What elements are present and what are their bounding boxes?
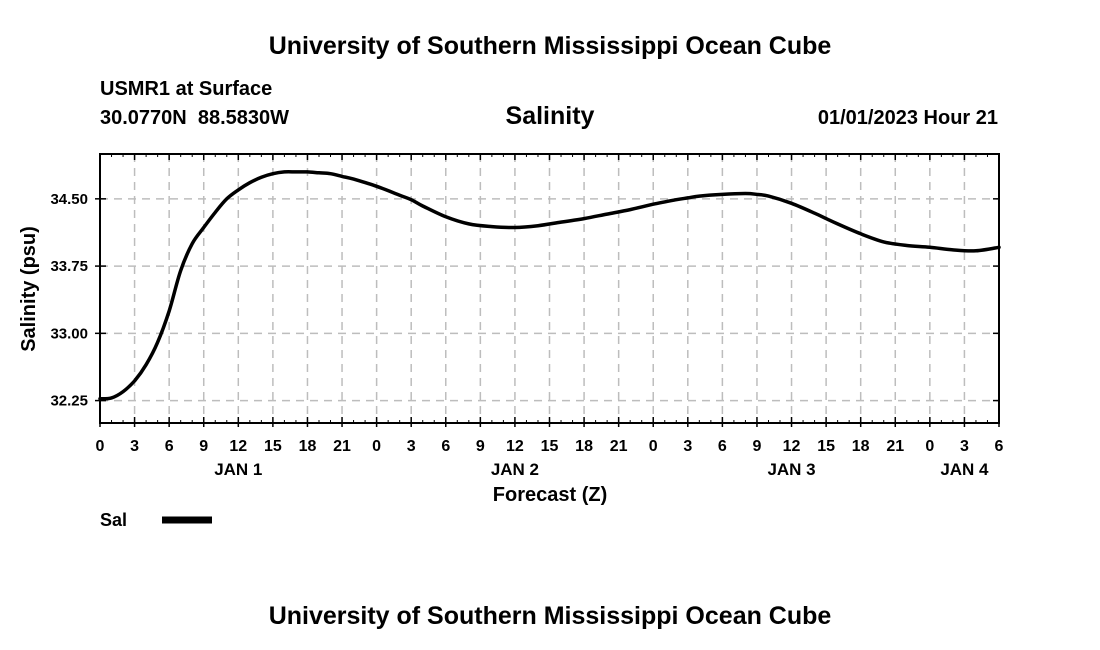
date-label: JAN 4 xyxy=(940,460,989,479)
x-tick-label: 9 xyxy=(753,438,762,455)
date-label: JAN 3 xyxy=(767,460,815,479)
x-axis-label: Forecast (Z) xyxy=(493,484,607,506)
chart-title: Salinity xyxy=(506,102,595,130)
footer-title: University of Southern Mississippi Ocean… xyxy=(269,602,832,630)
y-tick-label: 33.00 xyxy=(50,325,88,342)
x-tick-label: 0 xyxy=(649,438,658,455)
series-line-sal xyxy=(98,170,1001,401)
x-tick-label: 18 xyxy=(299,438,317,455)
x-tick-label: 6 xyxy=(165,438,174,455)
x-tick-label: 12 xyxy=(783,438,801,455)
y-axis-label: Salinity (psu) xyxy=(18,226,40,352)
x-tick-label: 6 xyxy=(995,438,1004,455)
x-tick-label: 21 xyxy=(886,438,904,455)
y-tick-label: 34.50 xyxy=(50,191,88,208)
x-tick-label: 3 xyxy=(683,438,692,455)
x-tick-label: 21 xyxy=(610,438,628,455)
x-tick-label: 3 xyxy=(130,438,139,455)
x-tick-label: 0 xyxy=(372,438,381,455)
x-tick-label: 9 xyxy=(476,438,485,455)
x-tick-label: 18 xyxy=(575,438,593,455)
forecast-datetime: 01/01/2023 Hour 21 xyxy=(818,107,998,129)
grid-lines xyxy=(100,154,999,423)
x-tick-label: 3 xyxy=(960,438,969,455)
x-tick-label: 6 xyxy=(441,438,450,455)
station-label: USMR1 at Surface xyxy=(100,78,272,100)
date-label: JAN 2 xyxy=(491,460,539,479)
y-tick-label: 33.75 xyxy=(50,258,88,275)
x-tick-label: 9 xyxy=(199,438,208,455)
x-tick-labels: 0 3 6 9 12 15 18 21 0 3 6 9 12 15 18 21 0 3 6 9 12 15 18 21 0 3 6 xyxy=(96,438,1004,455)
date-label: JAN 1 xyxy=(214,460,262,479)
x-tick-label: 3 xyxy=(407,438,416,455)
x-tick-label: 12 xyxy=(229,438,247,455)
x-tick-label: 15 xyxy=(264,438,282,455)
x-tick-label: 6 xyxy=(718,438,727,455)
x-tick-label: 12 xyxy=(506,438,524,455)
x-tick-label: 15 xyxy=(817,438,835,455)
station-coordinates: 30.0770N 88.5830W xyxy=(100,107,289,129)
date-labels: JAN 1 JAN 2 JAN 3 JAN 4 xyxy=(214,460,989,479)
main-title: University of Southern Mississippi Ocean… xyxy=(269,32,832,60)
y-tick-labels: 32.25 33.00 33.75 34.50 xyxy=(50,191,88,410)
series-layer xyxy=(98,170,1001,401)
x-tick-label: 0 xyxy=(96,438,105,455)
y-tick-label: 32.25 xyxy=(50,393,88,410)
x-tick-label: 15 xyxy=(541,438,559,455)
x-tick-label: 21 xyxy=(333,438,351,455)
axis-ticks xyxy=(95,154,1000,427)
legend-label: Sal xyxy=(100,510,127,530)
x-tick-label: 0 xyxy=(925,438,934,455)
x-tick-label: 18 xyxy=(852,438,870,455)
